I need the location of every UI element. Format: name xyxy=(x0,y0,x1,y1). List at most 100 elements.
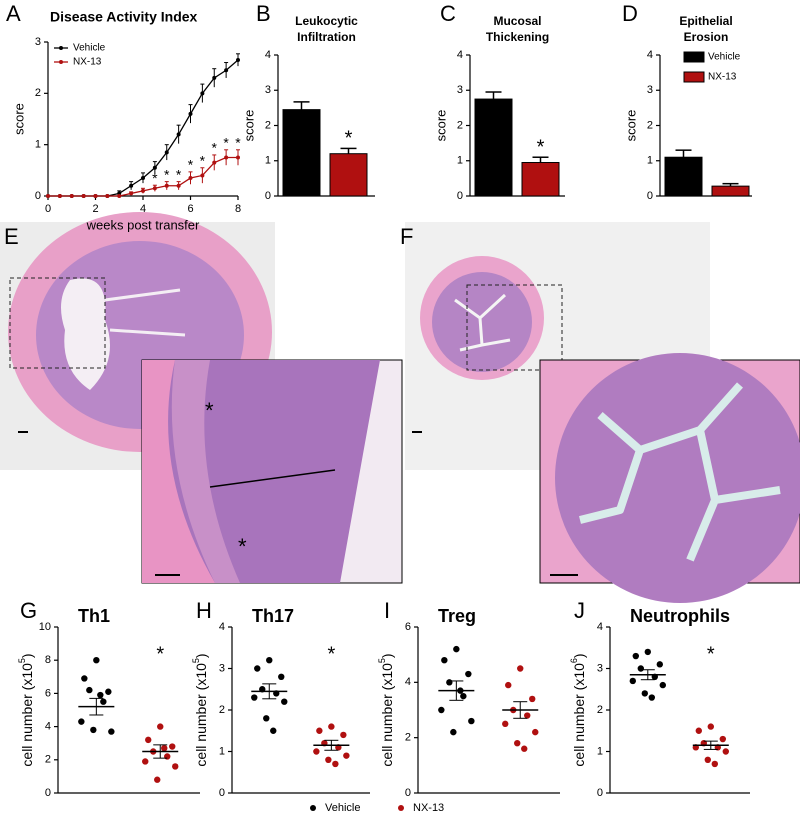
point xyxy=(145,736,152,744)
point xyxy=(263,715,270,722)
y-tick-label: 1 xyxy=(597,745,603,757)
annotation: * xyxy=(152,170,158,186)
point xyxy=(93,657,100,664)
chart-title: Th17 xyxy=(252,606,294,626)
histology-f: F xyxy=(400,222,800,603)
annotation: * xyxy=(176,166,182,182)
y-tick-label: 4 xyxy=(219,621,225,633)
y-tick-label: 2 xyxy=(647,119,653,131)
y-axis-label: cell number (x106) xyxy=(569,653,586,766)
y-axis-label: cell number (x105) xyxy=(191,653,208,766)
legend-swatch xyxy=(683,71,705,83)
y-tick-label: 3 xyxy=(457,84,463,96)
y-tick-label: 2 xyxy=(35,87,41,99)
legend-marker xyxy=(59,46,63,50)
point xyxy=(93,194,98,198)
y-axis-label-exp: 5 xyxy=(17,658,27,663)
y-tick-label: 2 xyxy=(405,732,411,744)
panel-label: D xyxy=(622,1,638,26)
annotation: * xyxy=(345,128,353,150)
y-tick-label: 1 xyxy=(35,139,41,151)
panel-label: G xyxy=(20,598,37,623)
panel-label: J xyxy=(574,598,585,623)
legend-swatch xyxy=(683,51,705,63)
y-axis-label: cell number (x105) xyxy=(377,653,394,766)
y-tick-label: 4 xyxy=(265,49,271,61)
x-tick-label: 2 xyxy=(92,203,98,215)
point xyxy=(164,183,169,188)
y-tick-label: 1 xyxy=(457,155,463,167)
chart-title: Treg xyxy=(438,606,476,626)
y-tick-label: 3 xyxy=(35,36,41,48)
point xyxy=(278,673,285,680)
y-tick-label: 3 xyxy=(647,84,653,96)
annotation: * xyxy=(205,398,214,423)
point xyxy=(281,698,288,705)
y-tick-label: 6 xyxy=(405,621,411,633)
point xyxy=(659,681,666,689)
legend-label: Vehicle xyxy=(325,802,360,814)
y-tick-label: 4 xyxy=(597,621,603,633)
point xyxy=(656,661,663,668)
point xyxy=(648,694,655,701)
legend-label: Vehicle xyxy=(708,52,741,63)
point xyxy=(266,657,273,664)
point xyxy=(164,753,171,760)
bar xyxy=(711,185,750,197)
legend-label: NX-13 xyxy=(708,72,737,83)
y-tick-label: 4 xyxy=(647,49,653,61)
point xyxy=(505,681,512,689)
point xyxy=(164,150,169,155)
y-tick-label: 0 xyxy=(457,190,463,202)
chart-title: Leukocytic xyxy=(295,14,358,28)
y-tick-label: 4 xyxy=(457,49,463,61)
y-tick-label: 2 xyxy=(457,119,463,131)
annotation: * xyxy=(200,152,206,168)
chart-title: Mucosal xyxy=(493,14,541,28)
annotation: * xyxy=(537,137,545,159)
y-axis-label-text: cell number (x10 xyxy=(193,663,209,767)
point xyxy=(69,194,74,198)
point xyxy=(328,723,335,730)
point xyxy=(157,723,164,730)
y-axis-label-text: cell number (x10 xyxy=(571,663,587,767)
point xyxy=(514,740,521,747)
point xyxy=(343,752,350,759)
point xyxy=(212,75,217,80)
point xyxy=(438,706,445,714)
point xyxy=(172,763,179,770)
bar xyxy=(329,153,368,197)
point xyxy=(200,173,205,178)
chart-title: Thickening xyxy=(486,30,549,44)
point xyxy=(251,694,258,701)
y-axis-label-text: cell number (x10 xyxy=(379,663,395,767)
legend-marker xyxy=(398,805,404,811)
point xyxy=(517,665,524,672)
y-tick-label: 8 xyxy=(45,654,51,666)
legend-label: NX-13 xyxy=(73,57,102,68)
point xyxy=(325,756,332,763)
point xyxy=(236,155,240,160)
point xyxy=(81,675,88,682)
point xyxy=(236,57,240,62)
y-axis-label: score xyxy=(433,110,448,142)
point xyxy=(629,677,636,685)
x-tick-label: 6 xyxy=(187,203,193,215)
annotation: * xyxy=(156,643,164,665)
point xyxy=(200,91,205,96)
y-tick-label: 3 xyxy=(597,662,603,674)
y-tick-label: 0 xyxy=(35,190,41,202)
point xyxy=(632,652,639,660)
panel-label: E xyxy=(4,224,19,249)
panel-label: B xyxy=(256,1,271,26)
point xyxy=(316,727,323,734)
x-tick-label: 4 xyxy=(140,203,146,215)
point xyxy=(129,191,134,196)
point xyxy=(142,758,149,765)
point xyxy=(224,68,229,73)
point xyxy=(108,728,115,735)
x-axis-label: weeks post transfer xyxy=(86,217,200,232)
point xyxy=(161,744,168,752)
point xyxy=(154,776,161,783)
y-tick-label: 4 xyxy=(405,676,411,688)
